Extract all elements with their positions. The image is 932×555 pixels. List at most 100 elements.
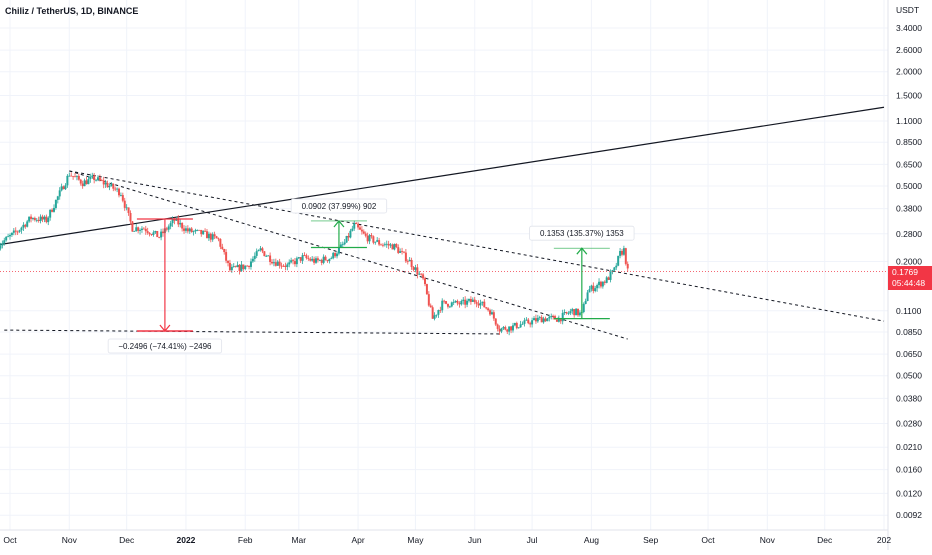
candle-body [408, 259, 411, 262]
x-tick-label: Jun [468, 535, 482, 545]
candle-body [385, 243, 388, 245]
candle-body [234, 266, 237, 268]
candle-body [397, 247, 400, 253]
candle-body [238, 264, 241, 271]
candle-body [198, 229, 201, 231]
y-tick-label: 3.4000 [896, 23, 922, 33]
candle-body [100, 180, 103, 181]
candle-body [227, 260, 230, 263]
candle-body [54, 199, 57, 208]
candle-body [364, 233, 367, 236]
candle-body [309, 258, 312, 261]
candle-body [70, 175, 73, 177]
candle-body [221, 246, 224, 250]
candle-body [144, 228, 147, 232]
candle-body [626, 263, 629, 269]
candle-body [217, 238, 220, 240]
y-tick-label: 0.0500 [896, 371, 922, 381]
candle-body [515, 322, 518, 329]
candle-body [292, 260, 295, 262]
trendline-dashed [69, 170, 628, 340]
candle-body [460, 301, 463, 305]
candle-body [66, 175, 69, 186]
candle-body [45, 216, 48, 223]
candle-body [552, 315, 555, 317]
candle-body [278, 261, 281, 266]
candle-body [75, 175, 78, 177]
candle-body [536, 317, 539, 322]
candle-body [177, 218, 180, 225]
candle-body [435, 314, 438, 316]
candle-body [33, 217, 36, 220]
candle-body [368, 235, 371, 242]
candle-body [140, 228, 143, 230]
y-tick-label: 0.0280 [896, 419, 922, 429]
candle-body [412, 267, 415, 270]
candle-body [420, 273, 423, 275]
candle-body [498, 328, 501, 332]
candle-body [299, 257, 302, 261]
y-tick-label: 0.8500 [896, 137, 922, 147]
candle-body [555, 319, 558, 322]
candle-body [332, 252, 335, 259]
candle-body [0, 245, 2, 249]
x-tick-label: Jul [527, 535, 538, 545]
candle-body [74, 176, 77, 178]
candle-body [370, 235, 373, 237]
candle-body [477, 303, 480, 306]
candle-body [28, 216, 31, 222]
candle-body [378, 240, 381, 245]
candle-body [311, 258, 314, 261]
candle-body [481, 301, 484, 303]
candle-body [129, 212, 132, 222]
candle-body [249, 261, 252, 267]
candle-body [263, 251, 266, 257]
candle-body [343, 242, 346, 245]
candle-body [466, 300, 469, 305]
candle-body [456, 300, 459, 304]
price-axis[interactable]: 3.4000 2.6000 2.0000 1.5000 1.1000 0.8500 0.65… [896, 23, 922, 520]
candle-body [620, 251, 623, 255]
candle-body [544, 318, 547, 322]
candle-body [510, 326, 513, 331]
candle-body [557, 318, 560, 322]
candle-body [102, 180, 105, 185]
candle-body [584, 300, 587, 304]
candle-body [51, 209, 54, 212]
candle-body [469, 299, 472, 302]
candle-body [617, 255, 620, 266]
time-axis[interactable]: Oct Nov Dec 2022 Feb Mar Apr May Jun Jul Aug Sep Oct… [3, 535, 891, 545]
x-tick-label: Dec [119, 535, 135, 545]
candle-body [506, 329, 509, 332]
candle-body [339, 244, 342, 248]
candle-body [567, 313, 570, 314]
candle-body [422, 274, 425, 279]
candle-body [37, 219, 40, 221]
candle-body [540, 317, 543, 323]
candle-body [328, 258, 331, 262]
candle-body [565, 312, 568, 314]
candle-body [582, 303, 585, 313]
candle-body [62, 186, 65, 190]
candle-body [261, 248, 264, 252]
candle-body [110, 183, 113, 186]
candle-body [307, 258, 310, 259]
candle-body [118, 188, 121, 196]
candle-body [504, 327, 507, 330]
candle-body [282, 265, 285, 267]
candle-body [418, 273, 421, 275]
candle-body [272, 262, 275, 264]
candle-body [87, 179, 90, 185]
candle-body [316, 258, 319, 261]
candle-body [454, 300, 457, 302]
candle-body [257, 250, 260, 252]
candle-body [534, 318, 537, 322]
candle-body [586, 292, 589, 301]
candle-body [383, 244, 386, 246]
candle-body [353, 223, 356, 229]
candle-body [41, 216, 44, 220]
candle-body [615, 265, 618, 268]
candle-body [3, 240, 6, 244]
candle-body [326, 260, 329, 262]
